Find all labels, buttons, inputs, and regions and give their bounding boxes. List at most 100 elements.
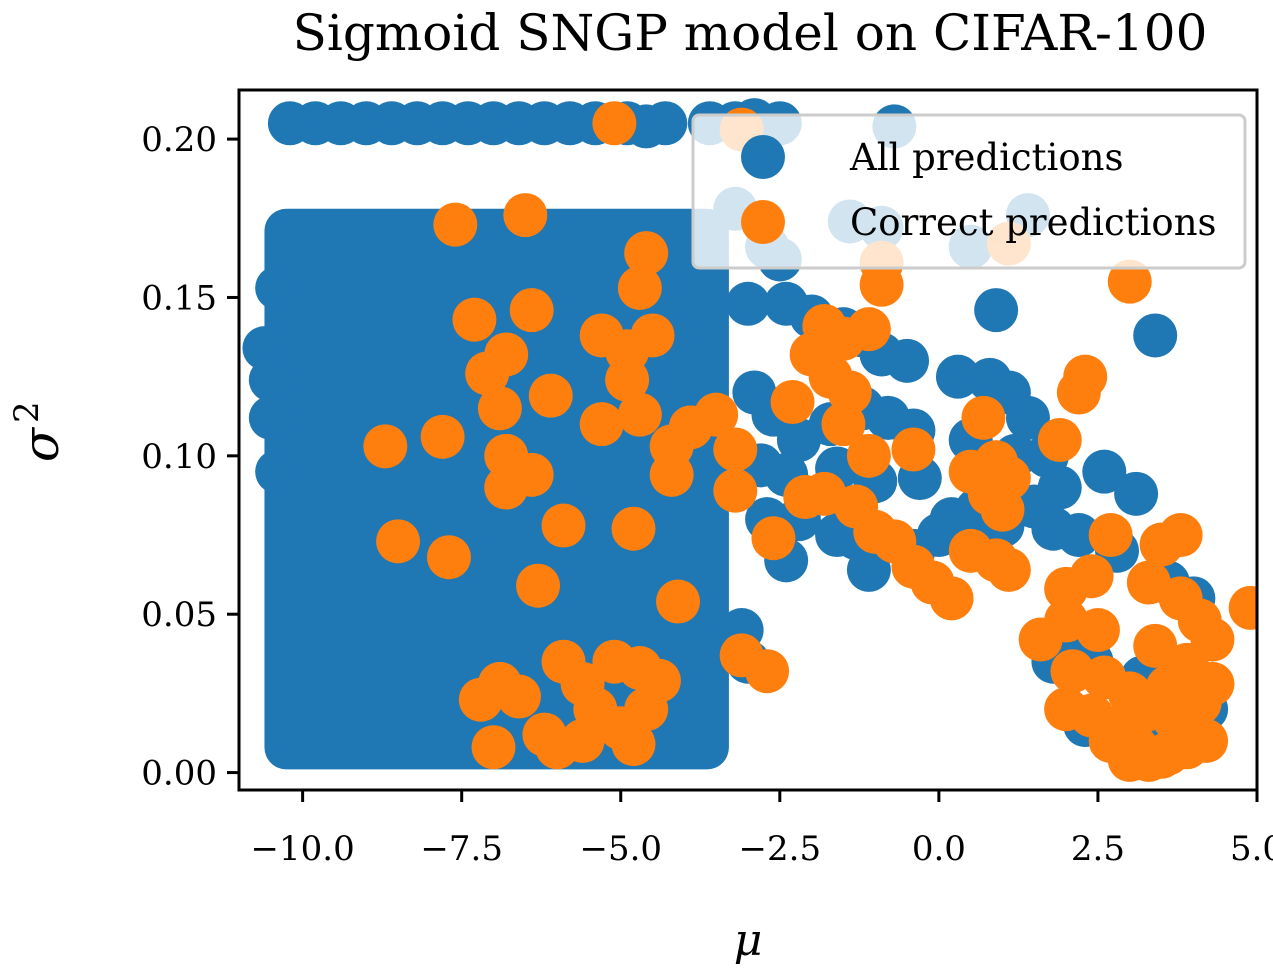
correct-prediction-point [617, 265, 662, 310]
correct-prediction-point [1228, 585, 1257, 630]
correct-prediction-point [509, 288, 554, 333]
all-prediction-point [1082, 449, 1127, 494]
correct-prediction-point [986, 547, 1031, 592]
correct-prediction-point [1063, 354, 1108, 399]
x-tick-label: −5.0 [579, 829, 662, 869]
correct-prediction-point [617, 392, 662, 437]
y-axis: 0.00 0.05 0.10 0.15 0.20 [141, 120, 239, 794]
correct-prediction-point [846, 433, 891, 478]
correct-prediction-point [541, 503, 586, 548]
correct-prediction-point [579, 402, 624, 447]
correct-prediction-point [1133, 623, 1178, 668]
all-prediction-point [1133, 313, 1178, 358]
correct-prediction-point [484, 465, 529, 510]
correct-prediction-point [649, 452, 694, 497]
y-axis-label-group: σ 2 [7, 401, 70, 462]
legend-label-all: All predictions [849, 136, 1123, 179]
correct-prediction-point [477, 386, 522, 431]
correct-prediction-point [1184, 718, 1229, 763]
correct-prediction-point [420, 414, 465, 459]
correct-prediction-point [624, 231, 669, 276]
all-prediction-point [248, 395, 293, 440]
correct-predictions-series [363, 101, 1257, 782]
all-prediction-point [1037, 465, 1082, 510]
correct-prediction-point [528, 373, 573, 418]
correct-prediction-point [426, 535, 471, 580]
legend-marker-correct [741, 200, 785, 244]
x-tick-label: −2.5 [739, 829, 822, 869]
all-prediction-point [1056, 513, 1101, 558]
correct-prediction-point [713, 468, 758, 513]
y-tick-label: 0.20 [141, 120, 217, 160]
all-prediction-point [974, 288, 1019, 333]
correct-prediction-point [611, 506, 656, 551]
x-tick-label: 5.0 [1230, 829, 1273, 869]
correct-prediction-point [503, 193, 548, 238]
correct-prediction-point [516, 563, 561, 608]
legend-label-correct: Correct predictions [850, 201, 1217, 244]
correct-prediction-point [770, 379, 815, 424]
all-prediction-point [255, 265, 300, 310]
correct-prediction-point [1075, 608, 1120, 653]
all-prediction-point [255, 449, 300, 494]
all-prediction-point [1005, 395, 1050, 440]
x-tick-label: −7.5 [420, 829, 503, 869]
correct-prediction-point [656, 579, 701, 624]
correct-prediction-point [751, 516, 796, 561]
correct-prediction-point [433, 202, 478, 247]
correct-prediction-point [465, 351, 510, 396]
y-tick-label: 0.10 [141, 437, 217, 477]
x-tick-label: 0.0 [912, 829, 966, 869]
all-prediction-point [885, 338, 930, 383]
legend: All predictions Correct predictions [691, 113, 1247, 270]
correct-prediction-point [745, 649, 790, 694]
correct-prediction-point [961, 395, 1006, 440]
legend-marker-all [741, 135, 785, 179]
y-tick-label: 0.05 [141, 595, 217, 635]
y-tick-label: 0.00 [141, 754, 217, 794]
correct-prediction-point [605, 357, 650, 402]
correct-prediction-point [630, 313, 675, 358]
y-axis-label-superscript: 2 [7, 401, 47, 423]
correct-prediction-point [376, 519, 421, 564]
correct-prediction-point [496, 674, 541, 719]
correct-prediction-point [1044, 566, 1089, 611]
x-axis-label: μ [734, 915, 763, 966]
correct-prediction-point [1037, 418, 1082, 462]
correct-prediction-point [611, 722, 656, 767]
correct-prediction-point [980, 487, 1025, 532]
correct-prediction-point [929, 576, 974, 621]
all-prediction-point [935, 354, 980, 399]
correct-prediction-point [821, 402, 866, 447]
legend-box [691, 113, 1247, 270]
correct-prediction-point [1107, 259, 1152, 304]
correct-prediction-point [783, 475, 828, 520]
correct-prediction-point [846, 307, 891, 352]
all-prediction-point [643, 101, 688, 146]
x-axis: −10.0 −7.5 −5.0 −2.5 0.0 2.5 5.0 [251, 790, 1273, 869]
all-prediction-point [248, 357, 293, 402]
correct-prediction-point [1088, 513, 1133, 558]
y-axis-label: σ [12, 426, 70, 462]
correct-prediction-point [1145, 731, 1190, 776]
correct-prediction-point [471, 725, 516, 770]
correct-prediction-point [694, 392, 739, 437]
correct-prediction-point [535, 725, 580, 770]
correct-prediction-point [891, 427, 936, 472]
chart-title: Sigmoid SNGP model on CIFAR-100 [293, 4, 1208, 62]
x-tick-label: 2.5 [1071, 829, 1125, 869]
y-tick-label: 0.15 [141, 278, 217, 318]
correct-prediction-point [1158, 513, 1203, 558]
correct-prediction-point [458, 677, 503, 722]
plot-frame [237, 88, 1259, 792]
correct-prediction-point [592, 101, 637, 146]
x-tick-label: −10.0 [251, 829, 355, 869]
correct-prediction-point [452, 297, 497, 342]
all-prediction-point [726, 281, 770, 326]
all-prediction-point [1114, 471, 1159, 516]
all-prediction-point [929, 497, 974, 542]
all-prediction-point [846, 547, 891, 592]
correct-prediction-point [363, 424, 408, 469]
